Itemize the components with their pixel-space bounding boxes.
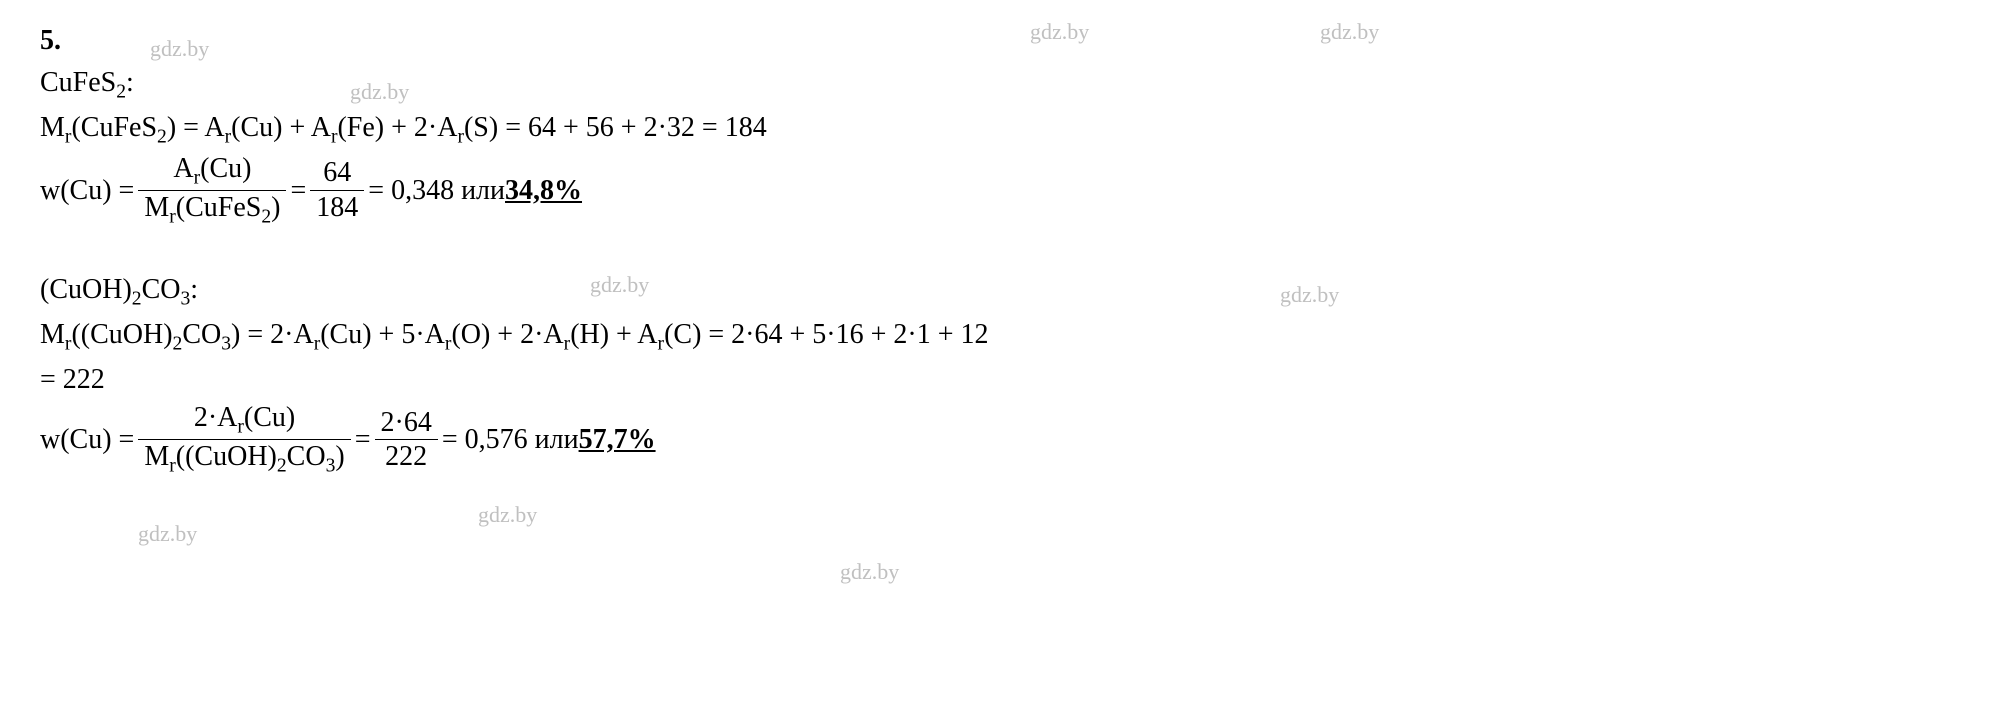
text: (Cu) [244,402,295,433]
subscript: 3 [326,456,336,477]
text: A [173,153,193,184]
text: ((CuOH) [71,319,172,350]
denominator: Mr((CuOH)2CO3) [138,440,350,478]
text: M [40,319,65,350]
text: CO [182,319,221,350]
document-container: gdz.by gdz.by gdz.by gdz.by gdz.by gdz.b… [40,20,1966,478]
spacer [40,229,1966,269]
problem-number: 5. [40,20,1966,62]
subscript: 2 [132,289,142,310]
text: ) = A [167,112,225,143]
text: (CuFeS [71,112,157,143]
text: (Cu) + 5·A [320,319,445,350]
compound-2-label: (CuOH)2CO3: [40,269,1966,314]
numerator: Ar(Cu) [138,152,286,191]
result-2: 57,7% [579,419,656,461]
text: ) [271,192,280,223]
text: (C) = 2·64 + 5·16 + 2·1 + 12 [664,319,988,350]
subscript: 3 [180,289,190,310]
fraction-2: 64 184 [310,156,364,224]
molar-mass-line-2a: Mr((CuOH)2CO3) = 2·Ar(Cu) + 5·Ar(O) + 2·… [40,314,1966,359]
mass-fraction-line-1: w(Cu) = Ar(Cu) Mr(CuFeS2) = 64 184 = 0,3… [40,152,1966,229]
subscript: 2 [157,127,167,148]
text: (Cu) [200,153,251,184]
text: M [144,441,169,472]
text: (Cu) + A [231,112,331,143]
compound-text: CuFeS [40,67,116,98]
watermark: gdz.by [478,498,537,531]
text: (Fe) + 2·A [337,112,457,143]
subscript: 2 [116,82,126,103]
text: (CuFeS [176,192,262,223]
text: CO [142,274,181,305]
denominator: Mr(CuFeS2) [138,191,286,229]
numerator: 2·64 [375,406,438,441]
colon: : [190,274,198,305]
text: ) [335,441,344,472]
text: ) = 2·A [231,319,314,350]
text: = [355,419,371,461]
text: CO [287,441,326,472]
fraction-1: Ar(Cu) Mr(CuFeS2) [138,152,286,229]
text: = 0,348 или [368,170,505,212]
text: (H) + A [570,319,657,350]
numerator: 64 [310,156,364,191]
subscript: 2 [173,334,183,355]
fraction-4: 2·64 222 [375,406,438,474]
text: = [290,170,306,212]
numerator: 2·Ar(Cu) [138,401,350,440]
text: (S) = 64 + 56 + 2·32 = 184 [464,112,767,143]
colon: : [126,67,134,98]
text: ((CuOH) [176,441,277,472]
fraction-3: 2·Ar(Cu) Mr((CuOH)2CO3) [138,401,350,478]
text: M [144,192,169,223]
molar-mass-line-1: Mr(CuFeS2) = Ar(Cu) + Ar(Fe) + 2·Ar(S) =… [40,107,1966,152]
mass-fraction-line-2: w(Cu) = 2·Ar(Cu) Mr((CuOH)2CO3) = 2·64 2… [40,401,1966,478]
text: (CuOH) [40,274,132,305]
result-1: 34,8% [505,170,582,212]
watermark: gdz.by [138,517,197,550]
molar-mass-line-2b: = 222 [40,359,1966,401]
text: = 0,576 или [442,419,579,461]
denominator: 222 [375,440,438,474]
subscript: 2 [261,207,271,228]
text: w(Cu) = [40,419,134,461]
compound-1-label: CuFeS2: [40,62,1966,107]
text: M [40,112,65,143]
watermark: gdz.by [840,555,899,588]
text: (O) + 2·A [451,319,563,350]
text: 2·A [194,402,238,433]
denominator: 184 [310,191,364,225]
text: w(Cu) = [40,170,134,212]
subscript: 3 [221,334,231,355]
subscript: 2 [277,456,287,477]
